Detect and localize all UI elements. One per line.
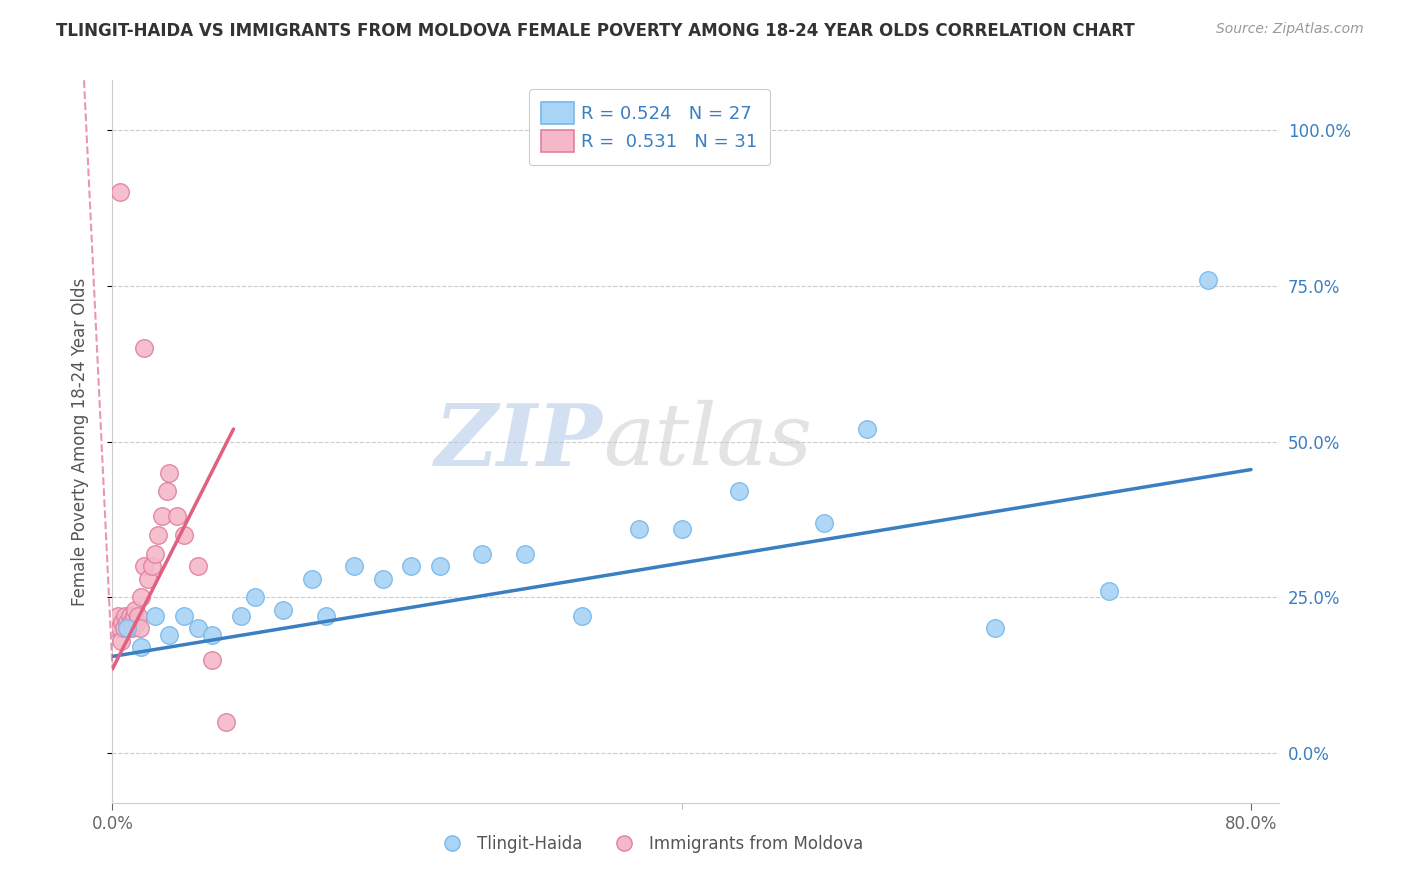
- Point: [132, 559, 155, 574]
- Point: [120, 615, 142, 630]
- Point: [1197, 272, 1219, 286]
- Point: [114, 609, 136, 624]
- Point: [201, 627, 224, 641]
- Point: [157, 627, 180, 641]
- Point: [150, 509, 173, 524]
- Point: [813, 516, 835, 530]
- Point: [515, 547, 537, 561]
- Point: [429, 559, 451, 574]
- Point: [243, 591, 266, 605]
- Point: [201, 652, 224, 666]
- Point: [471, 547, 494, 561]
- Point: [187, 621, 209, 635]
- Point: [118, 609, 141, 624]
- Point: [315, 609, 337, 624]
- Point: [112, 621, 135, 635]
- Point: [117, 621, 139, 635]
- Point: [671, 522, 693, 536]
- Point: [143, 609, 166, 624]
- Point: [271, 603, 294, 617]
- Point: [229, 609, 252, 624]
- Point: [141, 559, 163, 574]
- Point: [128, 621, 150, 635]
- Point: [132, 341, 155, 355]
- Point: [187, 559, 209, 574]
- Text: TLINGIT-HAIDA VS IMMIGRANTS FROM MOLDOVA FEMALE POVERTY AMONG 18-24 YEAR OLDS CO: TLINGIT-HAIDA VS IMMIGRANTS FROM MOLDOVA…: [56, 22, 1135, 40]
- Point: [371, 572, 394, 586]
- Point: [155, 484, 177, 499]
- Text: ZIP: ZIP: [434, 400, 603, 483]
- Point: [108, 621, 131, 635]
- Point: [727, 484, 749, 499]
- Point: [166, 509, 188, 524]
- Point: [628, 522, 651, 536]
- Text: atlas: atlas: [603, 401, 811, 483]
- Y-axis label: Female Poverty Among 18-24 Year Olds: Female Poverty Among 18-24 Year Olds: [70, 277, 89, 606]
- Point: [157, 466, 180, 480]
- Point: [571, 609, 593, 624]
- Point: [146, 528, 169, 542]
- Legend: Tlingit-Haida, Immigrants from Moldova: Tlingit-Haida, Immigrants from Moldova: [429, 828, 870, 860]
- Point: [984, 621, 1007, 635]
- Point: [107, 609, 129, 624]
- Point: [121, 621, 143, 635]
- Point: [110, 633, 132, 648]
- Point: [301, 572, 323, 586]
- Text: Source: ZipAtlas.com: Source: ZipAtlas.com: [1216, 22, 1364, 37]
- Point: [129, 640, 152, 654]
- Point: [855, 422, 877, 436]
- Point: [136, 572, 159, 586]
- Point: [1098, 584, 1121, 599]
- Point: [127, 609, 149, 624]
- Point: [401, 559, 423, 574]
- Point: [122, 609, 145, 624]
- Point: [111, 615, 134, 630]
- Point: [115, 621, 138, 635]
- Point: [343, 559, 366, 574]
- Point: [143, 547, 166, 561]
- Point: [124, 603, 146, 617]
- Point: [125, 615, 148, 630]
- Point: [173, 528, 195, 542]
- Point: [115, 615, 138, 630]
- Point: [105, 621, 128, 635]
- Point: [108, 186, 131, 200]
- Point: [215, 714, 238, 729]
- Point: [129, 591, 152, 605]
- Point: [173, 609, 195, 624]
